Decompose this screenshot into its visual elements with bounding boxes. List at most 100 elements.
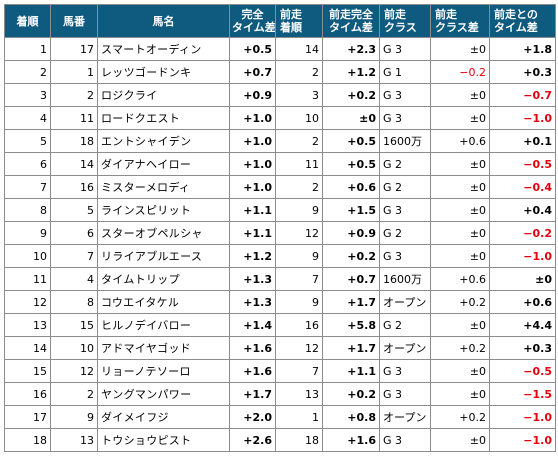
cell-prev-time-diff: +0.2 xyxy=(322,382,380,406)
cell-prev-class: オープン xyxy=(379,290,431,314)
cell-vs-prev: −1.0 xyxy=(489,244,556,268)
header-prev-class-diff: 前走 クラス差 xyxy=(430,4,490,38)
cell-time-diff: +2.6 xyxy=(229,428,276,452)
cell-prev-class: G 3 xyxy=(379,83,431,107)
header-time-diff: 完全 タイム差 xyxy=(229,4,276,38)
table-row: 12 8 コウエイタケル +1.3 9 +1.7 オープン +0.2 +0.6 xyxy=(4,290,556,314)
header-prev-class-diff-line1: 前走 xyxy=(435,8,457,21)
cell-vs-prev: −0.4 xyxy=(489,175,556,199)
cell-prev-class-diff: ±0 xyxy=(430,106,490,130)
cell-horse-name: ミスターメロディ xyxy=(97,175,230,199)
cell-vs-prev: −1.0 xyxy=(489,428,556,452)
cell-time-diff: +1.2 xyxy=(229,244,276,268)
results-table: 着順 馬番 馬名 完全 タイム差 前走 着順 前走完全 タイム差 前走 クラス xyxy=(4,4,556,452)
cell-prev-rank: 10 xyxy=(275,106,323,130)
cell-vs-prev: −0.5 xyxy=(489,152,556,176)
cell-prev-class: G 2 xyxy=(379,221,431,245)
header-prev-rank: 前走 着順 xyxy=(275,4,323,38)
cell-rank: 11 xyxy=(4,267,51,291)
cell-horse-name: リライアブルエース xyxy=(97,244,230,268)
cell-prev-class-diff: +0.2 xyxy=(430,336,490,360)
cell-prev-class: G 3 xyxy=(379,106,431,130)
cell-time-diff: +1.0 xyxy=(229,106,276,130)
cell-rank: 10 xyxy=(4,244,51,268)
table-row: 15 12 リョーノテソーロ +1.6 7 +1.1 G 3 ±0 −0.5 xyxy=(4,359,556,383)
cell-horse-no: 12 xyxy=(50,359,98,383)
cell-vs-prev: −1.0 xyxy=(489,106,556,130)
header-prev-rank-line1: 前走 xyxy=(280,8,302,21)
header-horse-no: 馬番 xyxy=(50,4,98,38)
header-time-diff-line1: 完全 xyxy=(241,8,264,21)
cell-prev-rank: 1 xyxy=(275,405,323,429)
cell-prev-time-diff: +0.2 xyxy=(322,83,380,107)
cell-time-diff: +0.5 xyxy=(229,37,276,61)
cell-prev-rank: 9 xyxy=(275,290,323,314)
cell-prev-time-diff: +0.2 xyxy=(322,244,380,268)
cell-prev-rank: 9 xyxy=(275,244,323,268)
cell-horse-name: ダイメイフジ xyxy=(97,405,230,429)
cell-rank: 6 xyxy=(4,152,51,176)
cell-rank: 1 xyxy=(4,37,51,61)
cell-prev-time-diff: +1.5 xyxy=(322,198,380,222)
cell-prev-class-diff: ±0 xyxy=(430,359,490,383)
cell-horse-no: 7 xyxy=(50,244,98,268)
cell-prev-time-diff: +1.1 xyxy=(322,359,380,383)
header-vs-prev-line2: タイム差 xyxy=(494,21,538,34)
cell-vs-prev: −0.5 xyxy=(489,359,556,383)
cell-prev-rank: 12 xyxy=(275,336,323,360)
cell-horse-name: レッツゴードンキ xyxy=(97,60,230,84)
cell-horse-name: リョーノテソーロ xyxy=(97,359,230,383)
results-table-body: 1 17 スマートオーディン +0.5 14 +2.3 G 3 ±0 +1.8 2 1 レッツゴードン… xyxy=(4,37,556,452)
cell-prev-rank: 16 xyxy=(275,313,323,337)
header-prev-class: 前走 クラス xyxy=(379,4,431,38)
cell-prev-time-diff: +0.6 xyxy=(322,175,380,199)
cell-prev-class: G 3 xyxy=(379,428,431,452)
header-prev-time-line2: タイム差 xyxy=(329,21,373,34)
cell-horse-no: 17 xyxy=(50,37,98,61)
table-row: 13 15 ヒルノデイバロー +1.4 16 +5.8 G 2 ±0 +4.4 xyxy=(4,313,556,337)
cell-horse-no: 5 xyxy=(50,198,98,222)
table-row: 9 6 スターオブペルシャ +1.1 12 +0.9 G 2 ±0 −0.2 xyxy=(4,221,556,245)
cell-horse-no: 14 xyxy=(50,152,98,176)
table-row: 14 10 アドマイヤゴッド +1.6 12 +1.7 オープン +0.2 +0.3 xyxy=(4,336,556,360)
table-row: 8 5 ラインスピリット +1.1 9 +1.5 G 3 ±0 +0.4 xyxy=(4,198,556,222)
cell-rank: 7 xyxy=(4,175,51,199)
cell-prev-class-diff: ±0 xyxy=(430,198,490,222)
cell-horse-no: 18 xyxy=(50,129,98,153)
cell-horse-name: ラインスピリット xyxy=(97,198,230,222)
cell-prev-class-diff: ±0 xyxy=(430,313,490,337)
cell-rank: 16 xyxy=(4,382,51,406)
header-prev-time-line1: 前走完全 xyxy=(329,8,373,21)
cell-rank: 12 xyxy=(4,290,51,314)
cell-rank: 9 xyxy=(4,221,51,245)
cell-prev-time-diff: +0.5 xyxy=(322,129,380,153)
header-prev-time-diff: 前走完全 タイム差 xyxy=(322,4,380,38)
cell-prev-rank: 9 xyxy=(275,198,323,222)
cell-vs-prev: +0.4 xyxy=(489,198,556,222)
cell-time-diff: +1.1 xyxy=(229,221,276,245)
cell-prev-class-diff: −0.2 xyxy=(430,60,490,84)
cell-prev-rank: 7 xyxy=(275,359,323,383)
header-prev-rank-line2: 着順 xyxy=(280,21,302,34)
table-row: 18 13 トウショウピスト +2.6 18 +1.6 G 3 ±0 −1.0 xyxy=(4,428,556,452)
cell-rank: 15 xyxy=(4,359,51,383)
cell-horse-no: 2 xyxy=(50,83,98,107)
cell-prev-class-diff: +0.6 xyxy=(430,267,490,291)
cell-horse-name: アドマイヤゴッド xyxy=(97,336,230,360)
cell-vs-prev: −0.7 xyxy=(489,83,556,107)
cell-horse-no: 6 xyxy=(50,221,98,245)
cell-prev-class: G 3 xyxy=(379,37,431,61)
cell-prev-time-diff: +2.3 xyxy=(322,37,380,61)
cell-horse-name: トウショウピスト xyxy=(97,428,230,452)
cell-horse-name: スターオブペルシャ xyxy=(97,221,230,245)
cell-vs-prev: +0.1 xyxy=(489,129,556,153)
cell-prev-class-diff: +0.2 xyxy=(430,405,490,429)
table-row: 7 16 ミスターメロディ +1.0 2 +0.6 G 2 ±0 −0.4 xyxy=(4,175,556,199)
cell-vs-prev: +4.4 xyxy=(489,313,556,337)
cell-horse-name: ロードクエスト xyxy=(97,106,230,130)
cell-horse-name: ダイアナヘイロー xyxy=(97,152,230,176)
cell-prev-rank: 12 xyxy=(275,221,323,245)
cell-prev-rank: 3 xyxy=(275,83,323,107)
cell-rank: 4 xyxy=(4,106,51,130)
cell-prev-time-diff: +0.9 xyxy=(322,221,380,245)
